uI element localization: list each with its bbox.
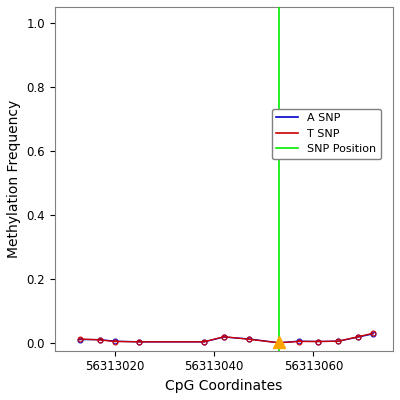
Y-axis label: Methylation Frequency: Methylation Frequency <box>7 100 21 258</box>
Legend: A SNP, T SNP, SNP Position: A SNP, T SNP, SNP Position <box>272 109 381 159</box>
X-axis label: CpG Coordinates: CpG Coordinates <box>165 379 282 393</box>
